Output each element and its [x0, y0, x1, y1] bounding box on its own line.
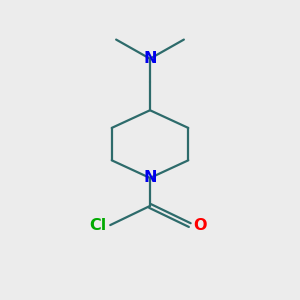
Text: N: N	[143, 170, 157, 185]
Text: O: O	[193, 218, 207, 232]
Text: Cl: Cl	[89, 218, 107, 232]
Text: N: N	[143, 51, 157, 66]
